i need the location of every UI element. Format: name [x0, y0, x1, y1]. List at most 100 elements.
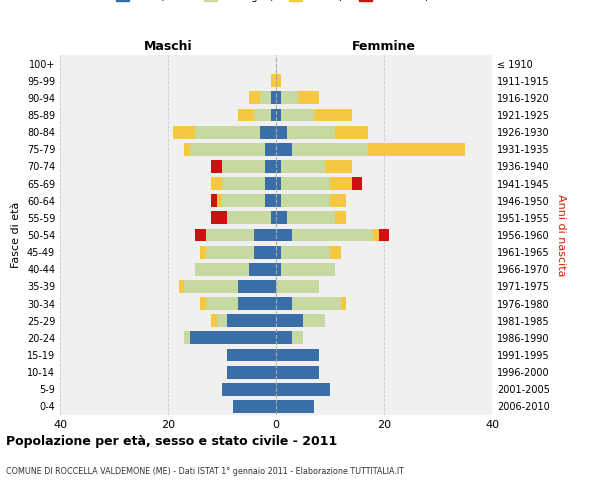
Bar — [271, 92, 276, 104]
Bar — [200, 297, 206, 310]
Bar — [292, 228, 373, 241]
Bar — [217, 194, 222, 207]
Bar — [281, 92, 298, 104]
Y-axis label: Anni di nascita: Anni di nascita — [556, 194, 566, 276]
Bar — [211, 160, 222, 173]
Bar — [211, 314, 217, 327]
Bar — [335, 212, 346, 224]
Bar — [368, 143, 465, 156]
Bar — [222, 177, 265, 190]
Bar — [206, 246, 254, 258]
Bar — [190, 143, 265, 156]
Bar — [276, 126, 287, 138]
Bar — [276, 263, 281, 276]
Bar — [271, 74, 276, 87]
Bar — [276, 74, 281, 87]
Bar — [281, 194, 330, 207]
Bar — [222, 194, 265, 207]
Bar — [330, 177, 352, 190]
Bar — [254, 108, 271, 122]
Bar — [195, 263, 249, 276]
Bar — [265, 194, 276, 207]
Bar — [276, 348, 319, 362]
Bar — [254, 228, 276, 241]
Bar — [179, 280, 184, 293]
Bar — [298, 92, 319, 104]
Bar — [292, 332, 303, 344]
Bar — [233, 400, 276, 413]
Bar — [260, 92, 271, 104]
Bar — [276, 332, 292, 344]
Bar — [379, 228, 389, 241]
Bar — [276, 194, 281, 207]
Bar — [281, 177, 330, 190]
Bar — [281, 108, 314, 122]
Bar — [276, 297, 292, 310]
Bar — [190, 332, 276, 344]
Text: Femmine: Femmine — [352, 40, 416, 52]
Bar — [211, 194, 217, 207]
Bar — [249, 263, 276, 276]
Text: COMUNE DI ROCCELLA VALDEMONE (ME) - Dati ISTAT 1° gennaio 2011 - Elaborazione TU: COMUNE DI ROCCELLA VALDEMONE (ME) - Dati… — [6, 468, 404, 476]
Bar — [276, 108, 281, 122]
Bar — [314, 108, 352, 122]
Bar — [373, 228, 379, 241]
Bar — [184, 143, 190, 156]
Bar — [287, 212, 335, 224]
Bar — [227, 212, 271, 224]
Bar — [287, 126, 335, 138]
Y-axis label: Fasce di età: Fasce di età — [11, 202, 21, 268]
Bar — [276, 92, 281, 104]
Bar — [195, 126, 260, 138]
Text: Maschi: Maschi — [143, 40, 193, 52]
Bar — [249, 92, 260, 104]
Bar — [281, 160, 325, 173]
Bar — [276, 314, 303, 327]
Bar — [211, 212, 227, 224]
Bar — [276, 160, 281, 173]
Bar — [330, 246, 341, 258]
Bar — [265, 143, 276, 156]
Bar — [222, 160, 265, 173]
Bar — [303, 314, 325, 327]
Bar — [238, 108, 254, 122]
Bar — [173, 126, 195, 138]
Text: Popolazione per età, sesso e stato civile - 2011: Popolazione per età, sesso e stato civil… — [6, 435, 337, 448]
Bar — [211, 177, 222, 190]
Bar — [276, 246, 281, 258]
Bar — [217, 314, 227, 327]
Bar — [265, 177, 276, 190]
Bar — [227, 314, 276, 327]
Bar — [276, 143, 292, 156]
Bar — [195, 228, 206, 241]
Bar — [254, 246, 276, 258]
Bar — [276, 212, 287, 224]
Bar — [276, 228, 292, 241]
Bar — [276, 280, 319, 293]
Bar — [276, 366, 319, 378]
Bar — [292, 143, 368, 156]
Bar — [265, 160, 276, 173]
Bar — [238, 297, 276, 310]
Bar — [200, 246, 206, 258]
Bar — [292, 297, 341, 310]
Bar — [276, 400, 314, 413]
Bar — [238, 280, 276, 293]
Bar — [227, 348, 276, 362]
Bar — [276, 177, 281, 190]
Bar — [206, 297, 238, 310]
Bar — [227, 366, 276, 378]
Bar — [281, 246, 330, 258]
Bar — [341, 297, 346, 310]
Bar — [276, 383, 330, 396]
Bar — [222, 383, 276, 396]
Bar — [206, 228, 254, 241]
Bar — [352, 177, 362, 190]
Bar — [271, 212, 276, 224]
Bar — [281, 263, 335, 276]
Bar — [335, 126, 368, 138]
Bar — [271, 108, 276, 122]
Bar — [325, 160, 352, 173]
Bar — [184, 280, 238, 293]
Bar — [184, 332, 190, 344]
